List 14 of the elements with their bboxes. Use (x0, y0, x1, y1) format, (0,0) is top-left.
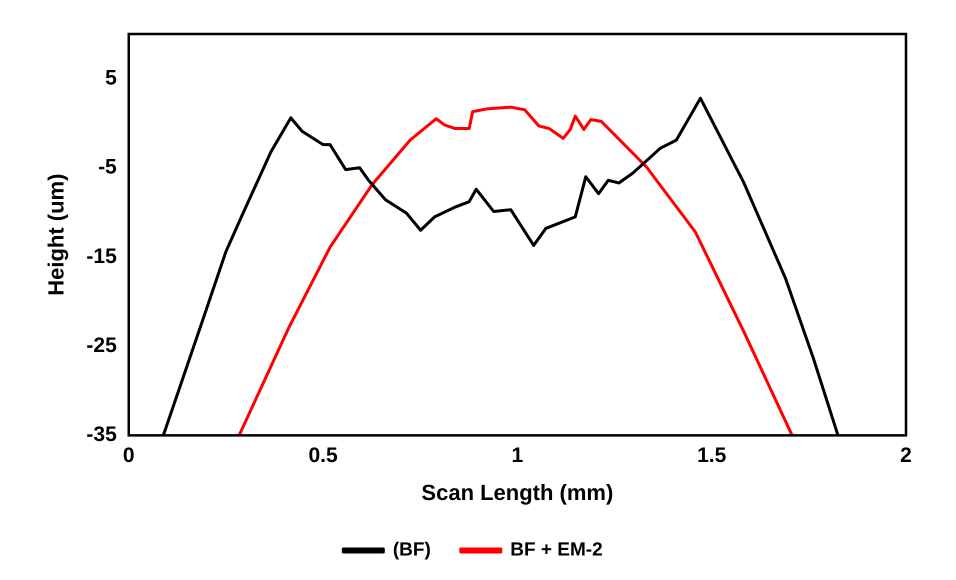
x-tick-label: 1 (512, 444, 524, 467)
x-tick-label: 0.5 (308, 444, 338, 467)
legend-label: (BF) (392, 540, 431, 561)
y-tick-label: 5 (105, 66, 118, 90)
x-tick-label: 1.5 (697, 444, 727, 467)
y-tick-label: -35 (86, 423, 118, 446)
y-axis-title: Height (um) (43, 174, 68, 296)
x-axis-title: Scan Length (mm) (421, 480, 614, 505)
y-tick-label: -5 (98, 156, 118, 179)
x-tick-label: 0 (122, 444, 135, 467)
y-tick-label: -25 (86, 334, 118, 357)
y-tick-label: -15 (86, 244, 118, 268)
legend-label: BF + EM-2 (510, 540, 603, 561)
x-tick-label: 2 (900, 444, 912, 467)
